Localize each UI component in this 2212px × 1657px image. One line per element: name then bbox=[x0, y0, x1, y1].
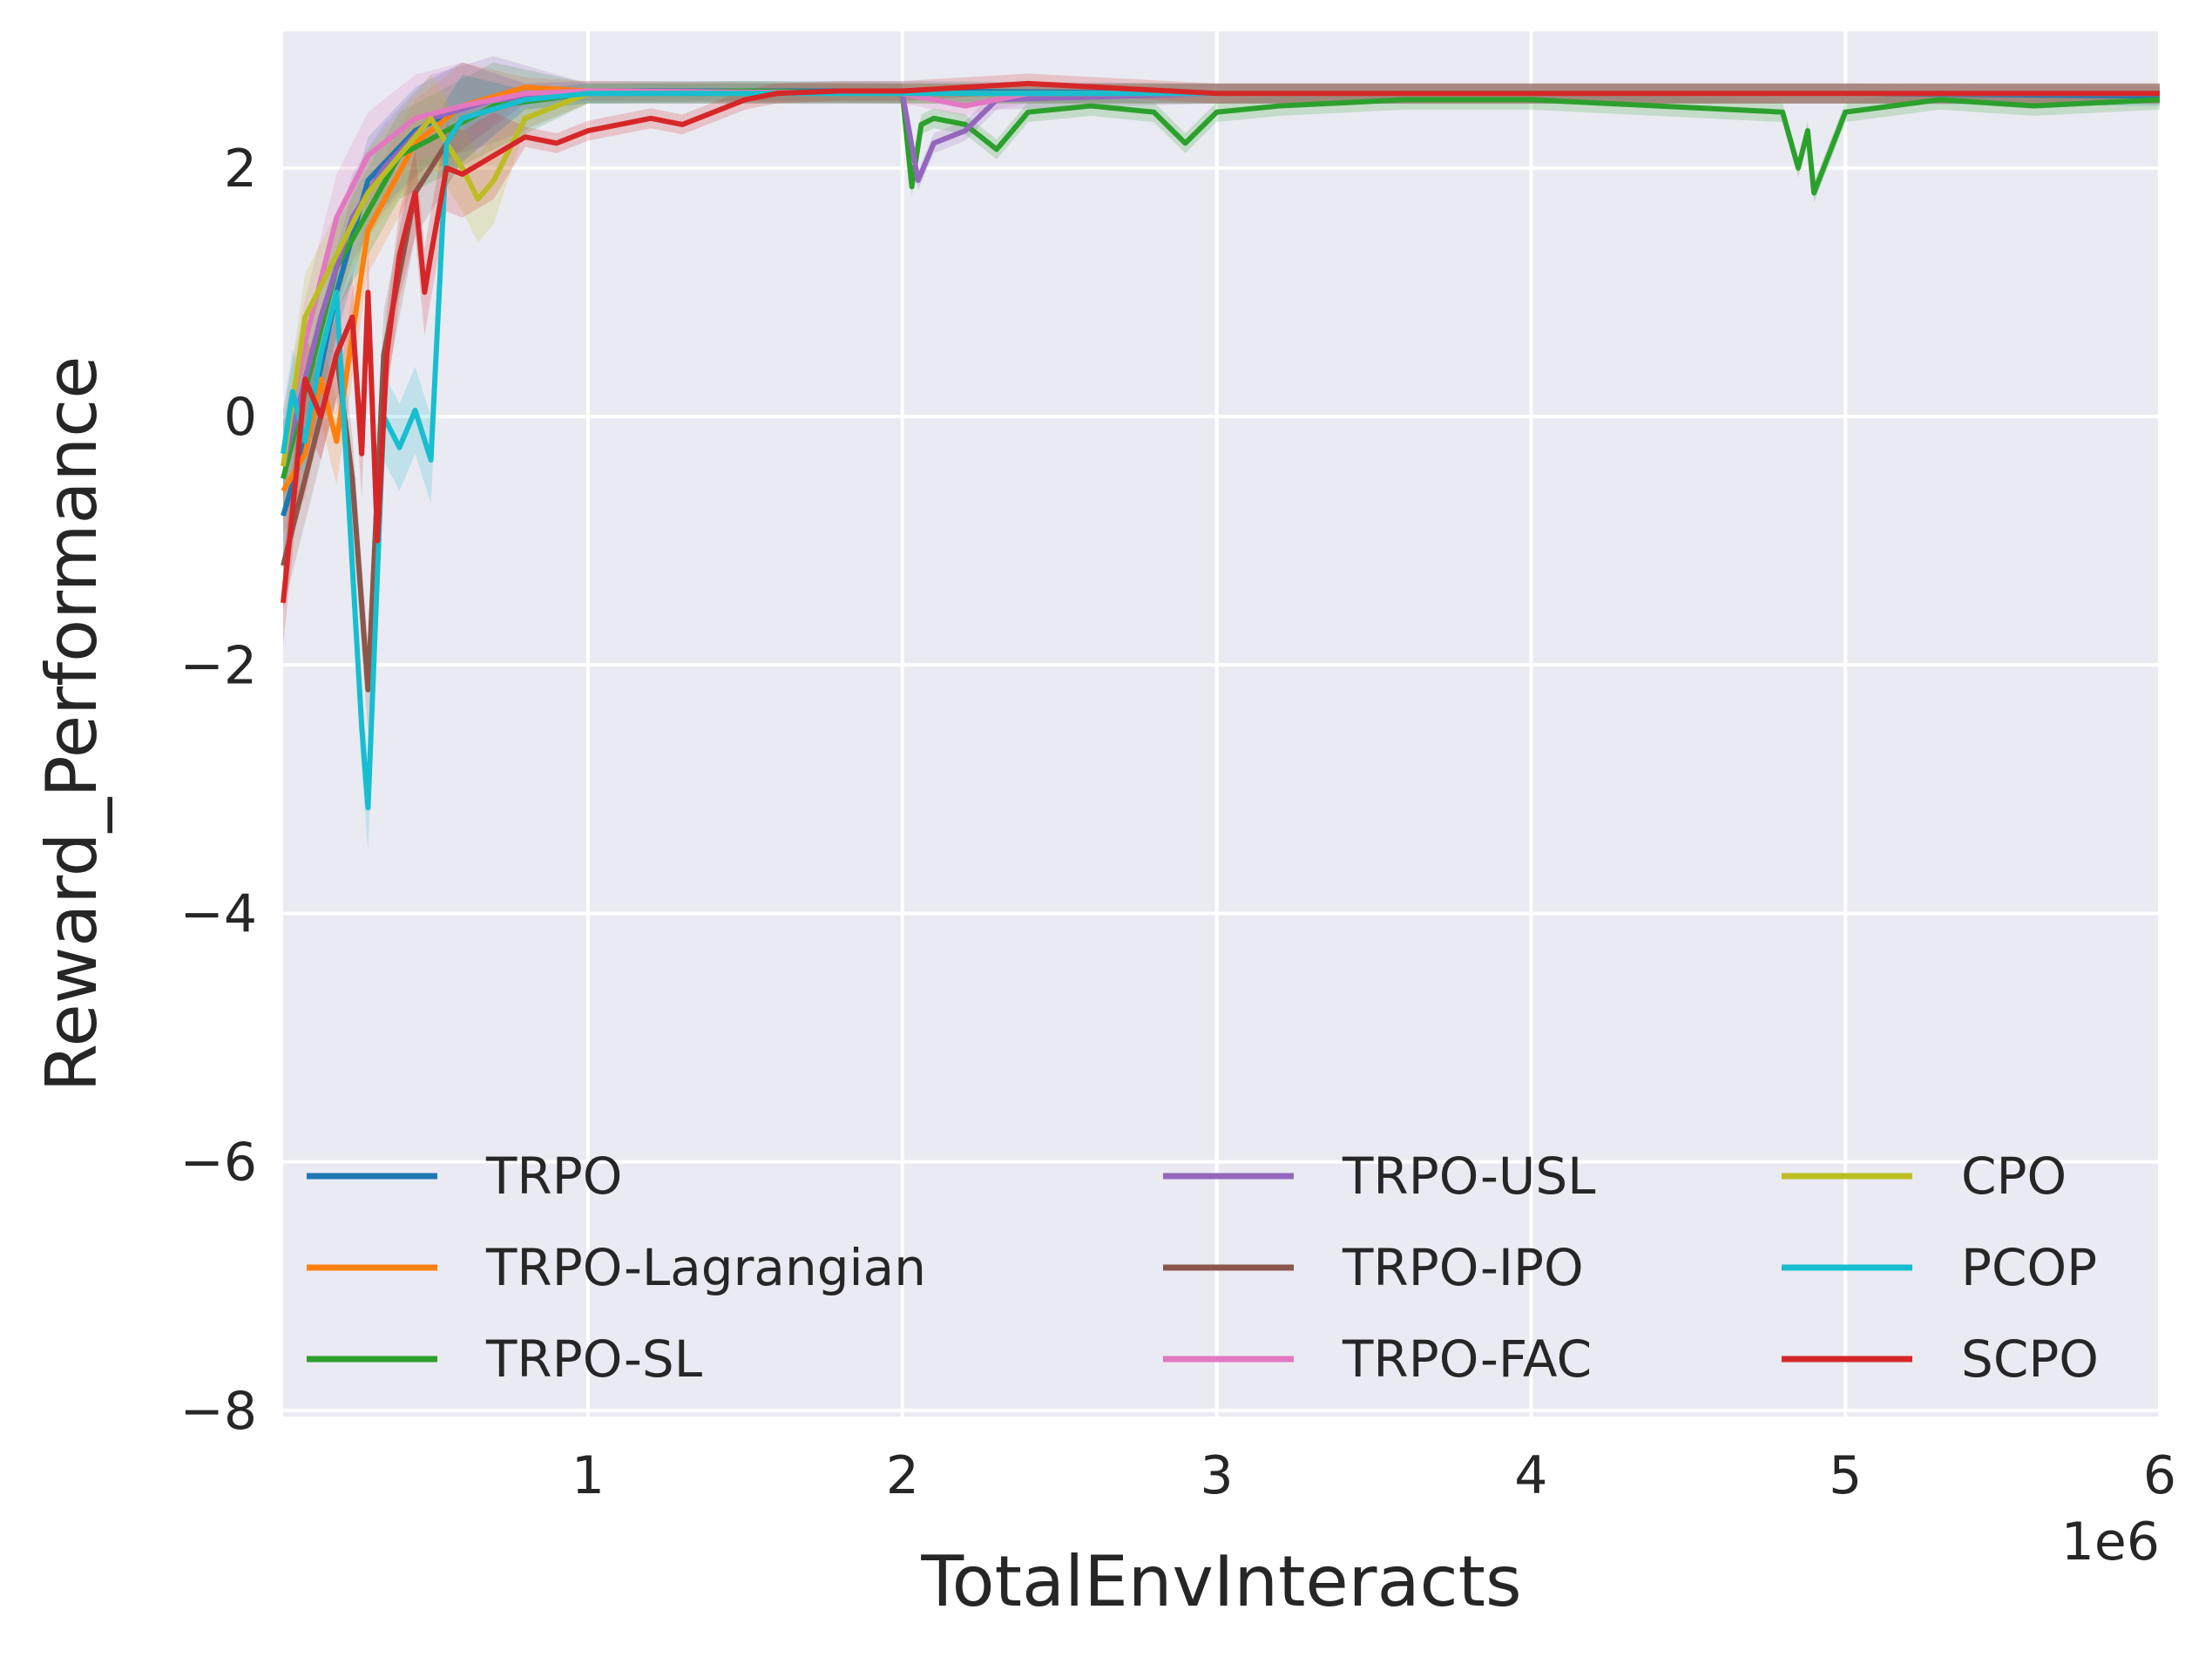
y-tick-labels: 2 0 −2 −4 −6 −8 bbox=[180, 139, 257, 1442]
legend-label: CPO bbox=[1961, 1146, 2067, 1206]
legend-label: TRPO-IPO bbox=[1342, 1238, 1584, 1297]
x-tick-label: 1 bbox=[572, 1445, 605, 1506]
grid bbox=[283, 31, 2161, 1417]
y-tick-label: −2 bbox=[180, 635, 257, 696]
x-tick-label: 5 bbox=[1829, 1445, 1862, 1506]
y-tick-label: −8 bbox=[180, 1381, 257, 1442]
x-tick-label: 4 bbox=[1514, 1445, 1547, 1506]
x-tick-label: 2 bbox=[886, 1445, 919, 1506]
y-axis-label: Reward_Performance bbox=[31, 356, 112, 1092]
y-tick-label: −4 bbox=[180, 883, 257, 944]
x-axis-offset-label: 1e6 bbox=[2061, 1512, 2160, 1572]
y-tick-label: −6 bbox=[180, 1133, 257, 1194]
legend-label: TRPO-FAC bbox=[1342, 1329, 1592, 1389]
series-lines bbox=[281, 80, 2161, 811]
y-tick-label: 2 bbox=[224, 139, 257, 200]
band-scpo bbox=[283, 73, 2160, 646]
legend: TRPO TRPO-Lagrangian TRPO-SL TRPO-USL TRPO-I… bbox=[307, 1146, 2099, 1389]
x-tick-label: 3 bbox=[1200, 1445, 1233, 1506]
band-pcop bbox=[283, 74, 2160, 852]
x-tick-labels: 1 2 3 4 5 6 bbox=[572, 1445, 2176, 1506]
legend-label: TRPO-Lagrangian bbox=[485, 1238, 926, 1297]
x-axis-label: TotalEnvInteracts bbox=[920, 1541, 1521, 1622]
legend-label: TRPO-SL bbox=[485, 1329, 702, 1389]
x-tick-label: 6 bbox=[2143, 1445, 2176, 1506]
legend-label: SCPO bbox=[1961, 1329, 2099, 1389]
plot-background bbox=[283, 31, 2160, 1417]
band-trpo bbox=[283, 62, 2160, 560]
band-trpo-lagrangian bbox=[283, 62, 2160, 535]
legend-label: TRPO bbox=[485, 1146, 622, 1206]
band-trpo-ipo bbox=[283, 74, 2160, 734]
legend-label: PCOP bbox=[1961, 1238, 2097, 1297]
series-line-pcop bbox=[281, 91, 2160, 811]
legend-label: TRPO-USL bbox=[1342, 1146, 1595, 1206]
y-tick-label: 0 bbox=[224, 387, 257, 448]
series-line-scpo bbox=[281, 80, 2160, 604]
